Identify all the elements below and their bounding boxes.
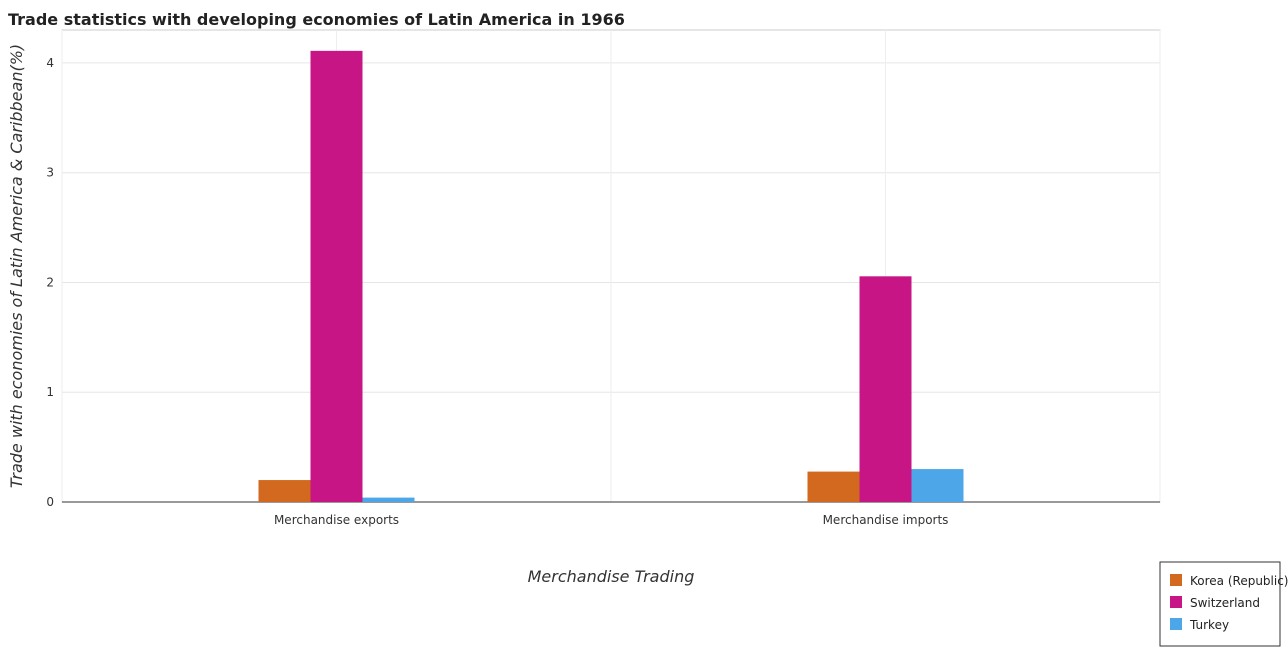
y-tick-label: 0 [46,495,54,509]
legend-label: Switzerland [1190,596,1260,610]
legend: Korea (Republic) Switzerland Turkey [1159,561,1288,647]
legend-label: Korea (Republic) [1190,574,1288,588]
x-tick-label: Merchandise exports [274,513,399,527]
plot-area [258,50,964,503]
y-axis-label: Trade with economies of Latin America & … [7,44,26,488]
legend-swatch [1170,596,1182,608]
y-tick-label: 2 [46,275,54,289]
y-tick-label: 3 [46,166,54,180]
bar [911,469,964,502]
chart-title: Trade statistics with developing economi… [8,10,625,29]
legend-swatch [1170,574,1182,586]
legend-label: Turkey [1189,618,1229,632]
bar [258,480,311,502]
grid [61,29,1161,503]
y-axis-ticks: 0 1 2 3 4 [46,56,54,509]
x-axis-ticks: Merchandise exports Merchandise imports [274,513,948,527]
bar [310,50,363,503]
bar [859,276,912,502]
y-tick-label: 1 [46,385,54,399]
bar [362,497,415,502]
x-axis-label: Merchandise Trading [528,567,695,586]
bar [807,471,860,502]
y-tick-label: 4 [46,56,54,70]
x-tick-label: Merchandise imports [823,513,949,527]
legend-swatch [1170,618,1182,630]
